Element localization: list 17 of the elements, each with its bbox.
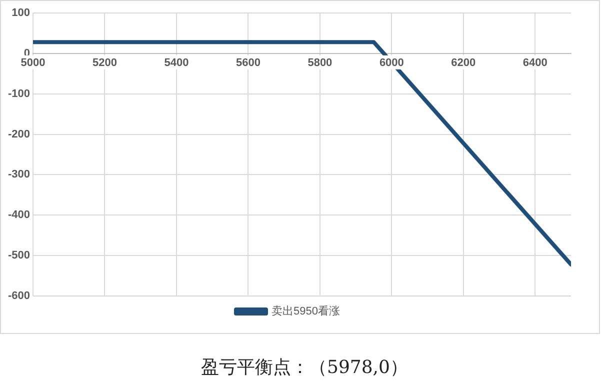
- y-tick-label: -400: [8, 209, 30, 222]
- y-tick-label: -500: [8, 250, 30, 262]
- y-tick-label: -200: [8, 128, 30, 140]
- text: 盈亏平衡点：（5978,0）: [200, 356, 409, 379]
- x-tick-label: 5600: [236, 57, 260, 70]
- y-tick-label: -100: [8, 88, 30, 100]
- x-tick-label: 6200: [451, 57, 476, 70]
- legend-label: 卖出5950看涨: [272, 304, 340, 318]
- x-tick-label: 5800: [308, 57, 332, 70]
- x-tick-label: 5200: [92, 57, 117, 70]
- x-tick-label: 5400: [164, 57, 189, 70]
- y-tick-label: 100: [12, 7, 30, 20]
- x-tick-label: 5000: [20, 57, 46, 70]
- x-tick-label: 6400: [522, 57, 548, 70]
- x-tick-label: 6000: [379, 57, 404, 70]
- y-tick-label: -600: [8, 290, 30, 302]
- y-tick-label: -300: [8, 168, 30, 181]
